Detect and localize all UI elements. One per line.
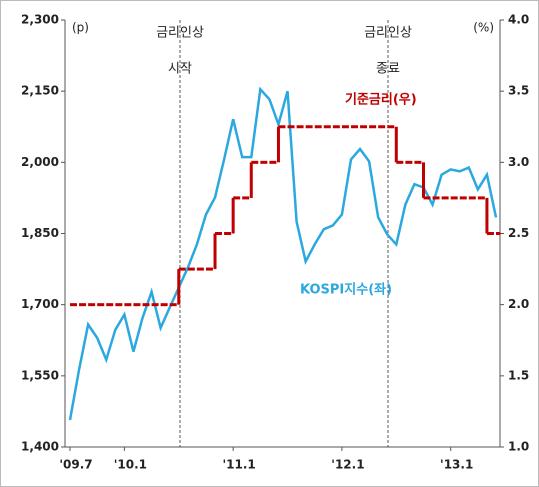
y-tick-label: 1,850 (21, 226, 59, 240)
x-tick-label: '11.1 (223, 458, 256, 472)
y-unit: (p) (72, 21, 89, 35)
series-label: KOSPI지수(좌) (300, 282, 392, 298)
annotation: 시작 (168, 62, 192, 77)
series-label: 기준금리(우) (345, 92, 417, 108)
y2-tick-label: 3.0 (508, 155, 529, 169)
annotation: 종료 (376, 62, 400, 77)
annotation: 금리인상 (156, 26, 204, 41)
kospi-line (68, 86, 498, 421)
y2-tick-label: 4.0 (508, 13, 529, 27)
y2-tick-label: 2.5 (508, 226, 529, 240)
y2-tick-label: 2.0 (508, 297, 529, 311)
y-tick-label: 1,700 (21, 297, 59, 311)
x-tick-label: '13.1 (440, 458, 473, 472)
y-tick-label: 2,150 (21, 84, 59, 98)
y-tick-label: 2,300 (21, 13, 59, 27)
y2-tick-label: 1.0 (508, 440, 529, 454)
y-tick-label: 1,550 (21, 368, 59, 382)
y2-tick-label: 1.5 (508, 368, 529, 382)
x-tick-label: '09.7 (59, 458, 92, 472)
y2-tick-label: 3.5 (508, 84, 529, 98)
annotation: 금리인상 (364, 26, 412, 41)
y2-unit: (%) (473, 21, 494, 35)
y-tick-label: 2,000 (21, 155, 59, 169)
x-tick-label: '10.1 (114, 458, 147, 472)
y-tick-label: 1,400 (21, 440, 59, 454)
x-tick-label: '12.1 (331, 458, 364, 472)
